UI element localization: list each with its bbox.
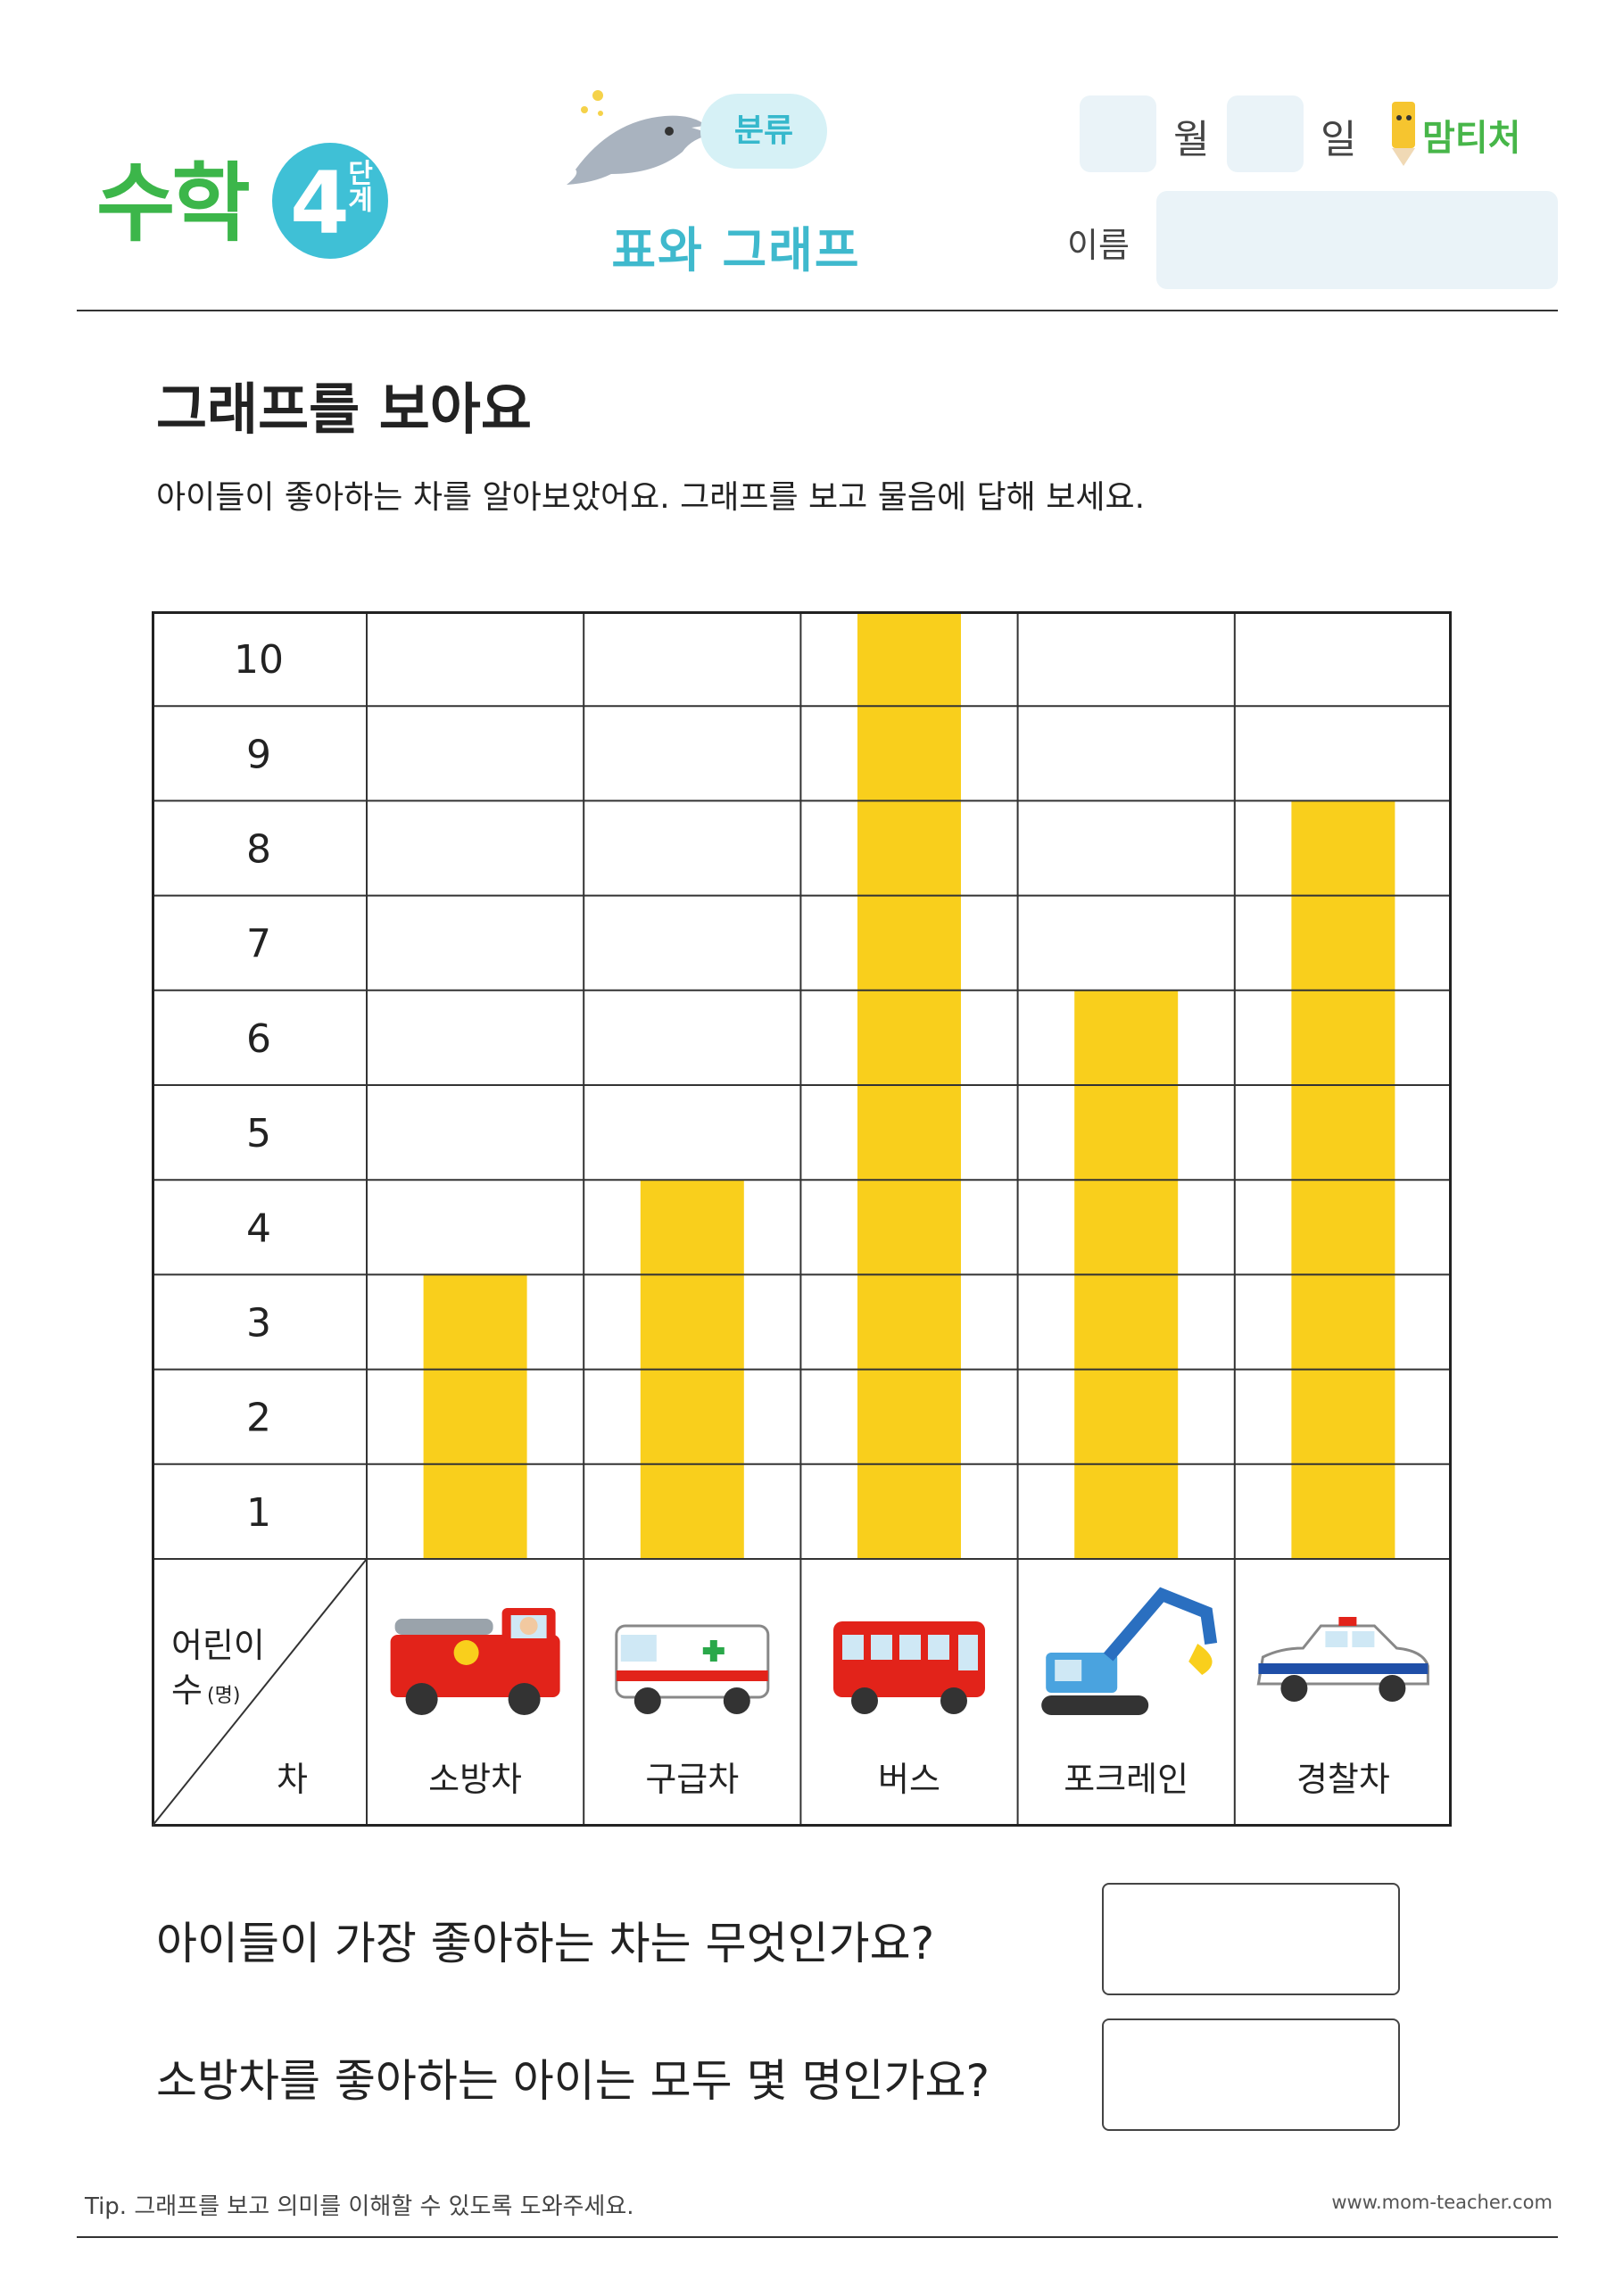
category-label: 구급차 bbox=[645, 1760, 739, 1799]
level-word: 단계 bbox=[342, 159, 373, 212]
topic-title: 표와 그래프 bbox=[611, 222, 861, 278]
answer-box-2[interactable] bbox=[1102, 2018, 1400, 2131]
y-tick-label: 8 bbox=[246, 827, 271, 873]
ambulance-icon bbox=[615, 1624, 770, 1714]
month-field[interactable] bbox=[1080, 95, 1156, 172]
y-tick-label: 7 bbox=[246, 922, 271, 967]
page-heading: 그래프를 보아요 bbox=[156, 377, 532, 442]
question-2-text: 소방차를 좋아하는 아이는 모두 몇 명인가요? bbox=[156, 2055, 990, 2107]
level-number: 4 bbox=[290, 153, 350, 253]
brand-logo: 맘티처 bbox=[1385, 89, 1563, 170]
y-tick-label: 9 bbox=[246, 732, 271, 777]
name-field[interactable] bbox=[1156, 191, 1558, 289]
svg-text:맘티처: 맘티처 bbox=[1422, 118, 1520, 159]
level-badge bbox=[272, 143, 388, 259]
answer-box-1[interactable] bbox=[1102, 1883, 1400, 1995]
footer-divider bbox=[77, 2236, 1558, 2238]
police-car-icon bbox=[1256, 1617, 1429, 1702]
category-label: 포크레인 bbox=[1064, 1760, 1188, 1799]
corner-diagonal bbox=[152, 1558, 368, 1827]
day-field[interactable] bbox=[1227, 95, 1304, 172]
category-pill: 분류 bbox=[700, 94, 827, 169]
y-tick-label: 4 bbox=[246, 1206, 271, 1251]
fire-truck-icon bbox=[390, 1608, 560, 1715]
y-tick-label: 3 bbox=[246, 1301, 271, 1347]
excavator-icon bbox=[1041, 1587, 1218, 1715]
header-divider bbox=[77, 310, 1558, 311]
tip-text: Tip. 그래프를 보고 의미를 이해할 수 있도록 도와주세요. bbox=[85, 2193, 634, 2220]
bar-1 bbox=[423, 1274, 527, 1559]
day-label: 일 bbox=[1321, 117, 1357, 162]
pencil-icon bbox=[1392, 102, 1415, 166]
category-label: 버스 bbox=[878, 1760, 940, 1799]
corner-label-count: 어린이 bbox=[171, 1626, 265, 1665]
y-tick-label: 2 bbox=[246, 1396, 271, 1441]
question-1-text: 아이들이 가장 좋아하는 차는 무엇인가요? bbox=[156, 1918, 935, 1969]
instruction-text: 아이들이 좋아하는 차를 알아보았어요. 그래프를 보고 물음에 답해 보세요. bbox=[156, 479, 1146, 516]
website-url: www.mom-teacher.com bbox=[1331, 2192, 1553, 2213]
category-label: 소방차 bbox=[428, 1760, 522, 1799]
chart-border bbox=[152, 611, 1452, 1827]
y-tick-label: 6 bbox=[246, 1016, 271, 1062]
logo-math-text: 수학 bbox=[96, 153, 251, 253]
corner-unit: (명) bbox=[207, 1685, 240, 1707]
bus-icon bbox=[833, 1621, 985, 1714]
category-label: 경찰차 bbox=[1296, 1760, 1390, 1799]
name-label: 이름 bbox=[1067, 226, 1130, 265]
corner-label-vehicle: 차 bbox=[277, 1760, 308, 1799]
month-label: 월 bbox=[1173, 117, 1210, 162]
y-tick-label: 1 bbox=[246, 1490, 271, 1536]
y-tick-label: 10 bbox=[234, 637, 284, 683]
corner-label-count-2: 수 bbox=[171, 1670, 203, 1710]
y-tick-label: 5 bbox=[246, 1111, 271, 1156]
